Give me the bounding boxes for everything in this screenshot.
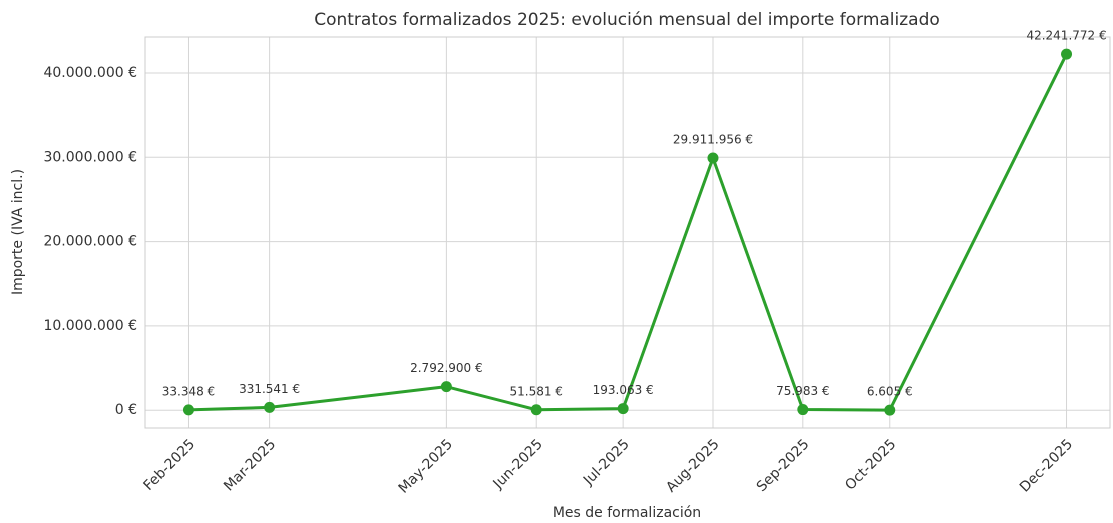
y-tick-label: 40.000.000 € <box>43 65 137 81</box>
data-label: 6.605 € <box>867 385 913 399</box>
y-axis-label: Importe (IVA incl.) <box>10 169 26 295</box>
y-tick-label: 30.000.000 € <box>43 149 137 165</box>
data-label: 29.911.956 € <box>673 133 753 147</box>
data-point <box>440 381 452 393</box>
data-label: 193.063 € <box>593 383 654 397</box>
data-label: 331.541 € <box>239 382 300 396</box>
data-point <box>530 404 542 416</box>
data-point <box>1061 48 1073 60</box>
data-point <box>707 152 719 164</box>
data-label: 33.348 € <box>162 384 215 398</box>
chart-title: Contratos formalizados 2025: evolución m… <box>314 10 940 30</box>
y-tick-label: 0 € <box>115 402 137 418</box>
data-label: 75.983 € <box>776 384 829 398</box>
data-point <box>264 401 276 413</box>
data-label: 2.792.900 € <box>410 361 483 375</box>
x-axis-label: Mes de formalización <box>553 505 701 521</box>
plot-frame <box>144 36 1111 429</box>
data-label: 42.241.772 € <box>1026 29 1106 43</box>
data-label: 51.581 € <box>509 384 562 398</box>
y-tick-label: 20.000.000 € <box>43 234 137 250</box>
data-point <box>617 403 629 415</box>
y-tick-label: 10.000.000 € <box>43 318 137 334</box>
data-point <box>884 404 896 416</box>
data-point <box>182 404 194 416</box>
data-point <box>797 404 809 416</box>
